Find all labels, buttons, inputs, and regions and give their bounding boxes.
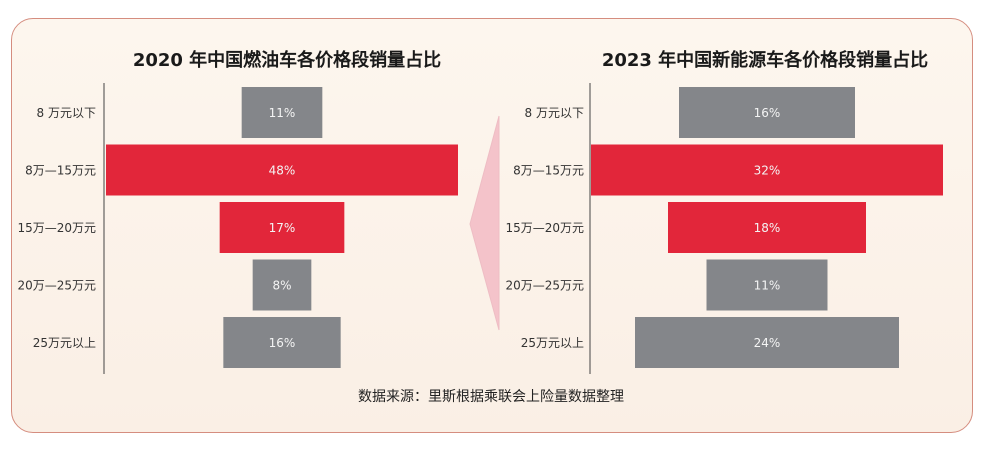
chart-2-bar bbox=[706, 259, 828, 311]
chart-2-value-label: 16% bbox=[754, 106, 781, 120]
source-note: 数据来源：里斯根据乘联会上险量数据整理 bbox=[358, 389, 624, 405]
chart-2-category-label: 15万—20万元 bbox=[505, 221, 584, 235]
chart-2-bar bbox=[591, 144, 943, 196]
chart-2-title: 2023 年中国新能源车各价格段销量占比 bbox=[602, 49, 928, 71]
chart-1-category-label: 15万—20万元 bbox=[17, 221, 96, 235]
chart-1-value-label: 8% bbox=[272, 279, 291, 293]
chart-2-value-label: 32% bbox=[754, 164, 781, 178]
chart-2-category-label: 8 万元以下 bbox=[525, 106, 584, 120]
chart-1-value-label: 17% bbox=[269, 221, 296, 235]
chart-1-value-label: 48% bbox=[269, 164, 296, 178]
chart-2-category-label: 20万—25万元 bbox=[505, 279, 584, 293]
chart-2-category-label: 25万元以上 bbox=[521, 336, 584, 350]
chart-2-bar bbox=[635, 317, 899, 368]
chart-1-category-label: 25万元以上 bbox=[33, 336, 96, 350]
chart-1-category-label: 8 万元以下 bbox=[37, 106, 96, 120]
chart-1-bar bbox=[219, 202, 345, 253]
chart-1-value-label: 11% bbox=[269, 106, 296, 120]
transition-arrow-icon bbox=[469, 115, 500, 331]
chart-2-category-label: 8万—15万元 bbox=[513, 164, 584, 178]
chart-1-bar bbox=[223, 317, 341, 368]
chart-1-value-label: 16% bbox=[269, 336, 296, 350]
chart-1-category-label: 20万—25万元 bbox=[17, 279, 96, 293]
chart-2-bar bbox=[668, 202, 866, 253]
chart-1-category-label: 8万—15万元 bbox=[25, 164, 96, 178]
chart-1-bar bbox=[252, 259, 312, 311]
chart-2-value-label: 18% bbox=[754, 221, 781, 235]
chart-2-value-label: 11% bbox=[754, 279, 781, 293]
chart-1-bar bbox=[106, 144, 458, 196]
chart-2-bar bbox=[679, 87, 855, 138]
chart-1-bar bbox=[241, 87, 323, 138]
chart-1-title: 2020 年中国燃油车各价格段销量占比 bbox=[133, 49, 441, 71]
chart-2-value-label: 24% bbox=[754, 336, 781, 350]
